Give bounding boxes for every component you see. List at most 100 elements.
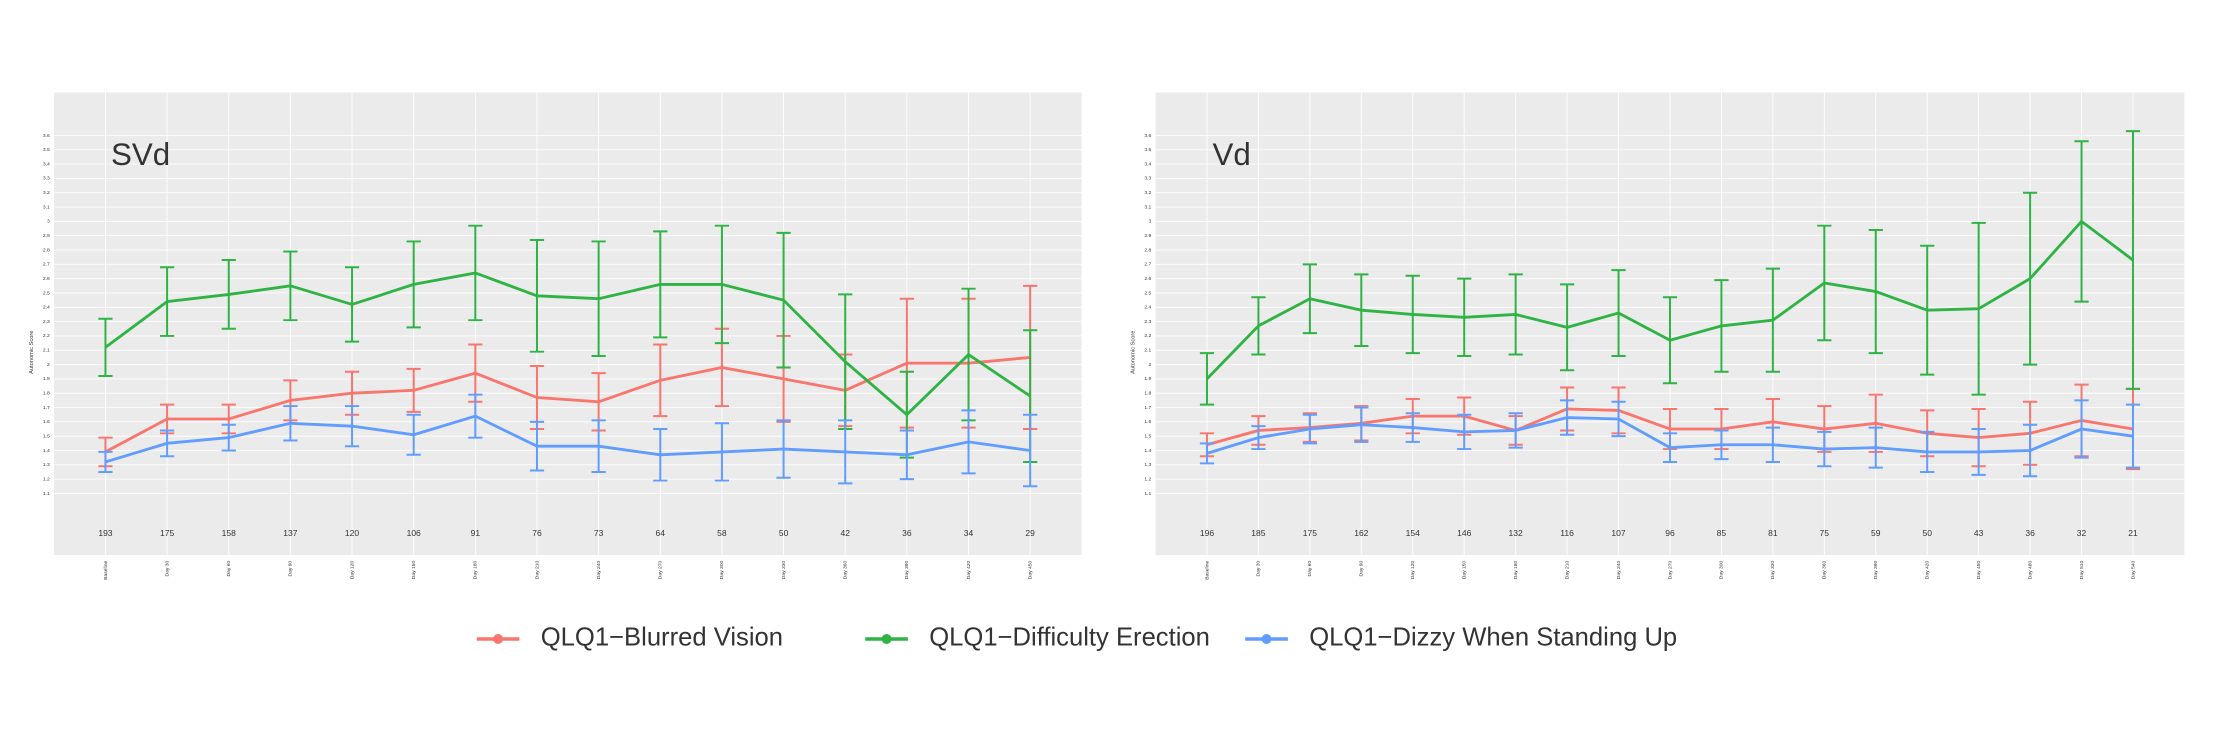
error-bar xyxy=(1354,406,1369,443)
legend-label: QLQ1−Difficulty Erection xyxy=(929,624,1210,652)
error-bar xyxy=(1199,442,1215,465)
y-tick-label: 3.4 xyxy=(43,161,50,167)
x-tick-label: Day 330 xyxy=(1770,560,1776,579)
series-line xyxy=(104,271,1031,417)
error-bar xyxy=(1662,296,1678,385)
x-tick-label: Day 420 xyxy=(1925,560,1931,579)
x-tick-label: Day 60 xyxy=(226,560,232,576)
error-bar xyxy=(838,419,853,485)
y-tick-label: 1.9 xyxy=(43,376,50,382)
y-tick-label: 3.5 xyxy=(1144,147,1151,153)
count-label: 29 xyxy=(1025,528,1035,538)
y-tick-label: 1.5 xyxy=(43,433,50,439)
count-label: 120 xyxy=(345,528,359,538)
error-bar xyxy=(653,343,668,418)
error-bar xyxy=(1611,400,1626,438)
x-tick-label: Day 180 xyxy=(473,560,479,579)
x-tick-label: Day 360 xyxy=(843,560,849,579)
error-bar xyxy=(2022,423,2038,478)
error-bar xyxy=(1868,228,1883,355)
y-tick-label: 3.2 xyxy=(1144,190,1151,196)
y-axis-label: Autonomic Score xyxy=(29,331,35,374)
count-label: 185 xyxy=(1251,528,1265,538)
y-tick-label: 2.1 xyxy=(43,348,50,354)
error-bar xyxy=(2074,140,2089,303)
count-label: 21 xyxy=(2128,528,2138,538)
count-label: 81 xyxy=(1768,528,1778,538)
y-tick-label: 2 xyxy=(1149,362,1152,368)
count-label: 146 xyxy=(1457,528,1471,538)
y-tick-label: 3.4 xyxy=(1144,161,1151,167)
legend-dot xyxy=(1261,634,1272,644)
error-bar xyxy=(1714,279,1729,373)
error-bar xyxy=(1920,244,1935,376)
x-tick-label: Day 480 xyxy=(2027,560,2033,579)
y-tick-label: 3.5 xyxy=(43,147,50,153)
error-bar xyxy=(591,240,606,357)
y-tick-label: 2.2 xyxy=(43,333,50,339)
x-tick-label: Day 120 xyxy=(1410,560,1416,579)
x-tick-label: Day 30 xyxy=(1256,560,1262,576)
x-tick-label: Day 120 xyxy=(349,560,355,579)
panel-title: Vd xyxy=(1212,137,1250,172)
error-bar xyxy=(1199,352,1215,406)
y-tick-label: 2.5 xyxy=(1144,290,1151,296)
count-label: 50 xyxy=(779,528,789,538)
series-line xyxy=(104,356,1031,454)
count-label: 107 xyxy=(1611,528,1625,538)
count-label: 36 xyxy=(2025,528,2035,538)
y-tick-label: 3.6 xyxy=(1144,133,1151,139)
count-label: 59 xyxy=(1871,528,1881,538)
count-label: 154 xyxy=(1406,528,1420,538)
error-bar xyxy=(98,317,113,378)
error-bar xyxy=(98,450,113,473)
error-bar xyxy=(1354,273,1369,347)
y-tick-label: 1.3 xyxy=(43,462,50,468)
x-tick-label: Day 60 xyxy=(1307,560,1313,576)
error-bar xyxy=(1508,273,1523,356)
y-tick-label: 2.3 xyxy=(1144,319,1151,325)
error-bar xyxy=(1457,413,1472,451)
y-tick-label: 2.5 xyxy=(43,290,50,296)
error-bar xyxy=(961,409,976,475)
error-bar xyxy=(1559,399,1575,436)
y-tick-label: 2.6 xyxy=(1144,276,1151,282)
error-bar xyxy=(283,405,298,442)
y-tick-label: 3.1 xyxy=(43,204,50,210)
y-tick-label: 2 xyxy=(47,362,50,368)
error-bar xyxy=(1817,430,1832,468)
count-label: 116 xyxy=(1560,528,1574,538)
y-tick-label: 1.1 xyxy=(1144,491,1151,497)
y-tick-label: 1.2 xyxy=(1144,476,1151,482)
x-tick-label: Day 390 xyxy=(1873,560,1879,579)
x-tick-label: Day 210 xyxy=(534,560,540,579)
count-label: 175 xyxy=(160,528,174,538)
count-label: 158 xyxy=(222,528,236,538)
error-bar xyxy=(714,422,730,482)
count-label: 34 xyxy=(964,528,974,538)
error-bar xyxy=(1457,277,1472,357)
error-bar xyxy=(468,224,483,322)
error-bar xyxy=(529,239,545,353)
y-tick-label: 1.4 xyxy=(1144,448,1151,454)
panel-title: SVd xyxy=(111,137,170,172)
y-tick-label: 1.2 xyxy=(43,476,50,482)
error-bar xyxy=(468,393,483,439)
error-bar xyxy=(1868,426,1883,469)
y-tick-label: 1.6 xyxy=(43,419,50,425)
count-label: 85 xyxy=(1717,528,1727,538)
x-tick-label: Day 240 xyxy=(1616,560,1622,579)
count-label: 106 xyxy=(407,528,421,538)
y-tick-label: 1.7 xyxy=(43,405,50,411)
x-tick-label: Day 540 xyxy=(2130,560,2136,579)
legend-label: QLQ1−Dizzy When Standing Up xyxy=(1309,624,1677,652)
error-bar xyxy=(591,419,606,473)
count-label: 162 xyxy=(1354,528,1368,538)
error-bar xyxy=(2125,403,2141,469)
x-tick-label: Day 360 xyxy=(1822,560,1828,579)
count-label: 73 xyxy=(594,528,604,538)
y-tick-label: 3 xyxy=(1149,219,1152,225)
y-tick-label: 3.3 xyxy=(1144,176,1151,182)
error-bar xyxy=(1302,413,1317,445)
y-tick-label: 1.3 xyxy=(1144,462,1151,468)
